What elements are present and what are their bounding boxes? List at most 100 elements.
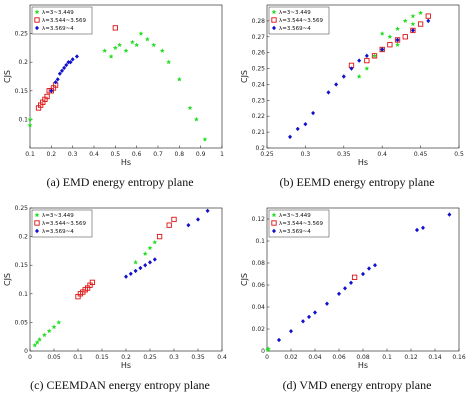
y-tick-label: 0.25 — [15, 205, 29, 212]
marker-star — [123, 48, 129, 53]
marker-square — [34, 17, 40, 23]
y-tick-label: 0.15 — [15, 262, 29, 269]
marker-star — [34, 212, 40, 218]
marker-diamond — [148, 260, 152, 265]
marker-diamond — [128, 271, 133, 276]
marker-square — [371, 53, 378, 59]
marker-diamond — [196, 217, 200, 222]
x-tick-label: 0.9 — [196, 151, 206, 158]
legend-label: λ=3~3.449 — [42, 213, 74, 219]
y-axis-label: CJS — [240, 273, 249, 286]
y-tick-label: 0.25 — [15, 31, 29, 38]
marker-diamond — [307, 314, 311, 320]
marker-diamond — [143, 263, 148, 268]
y-axis-label: CJS — [240, 70, 249, 83]
marker-diamond — [124, 274, 128, 279]
y-axis-label: CJS — [3, 70, 12, 83]
marker-star — [34, 339, 40, 345]
x-tick-label: 0.04 — [308, 354, 322, 361]
x-tick-label: 0.8 — [175, 151, 185, 158]
marker-diamond — [138, 265, 143, 271]
legend-label: λ=3.569~4 — [42, 229, 74, 235]
y-tick-label: 0.1 — [18, 116, 28, 123]
marker-diamond — [57, 71, 62, 76]
marker-star — [27, 116, 33, 122]
marker-star — [402, 18, 408, 23]
marker-star — [102, 48, 108, 53]
marker-diamond — [186, 222, 191, 228]
x-tick-label: 0.12 — [404, 354, 418, 361]
marker-star — [271, 212, 277, 218]
marker-diamond — [272, 228, 276, 234]
marker-diamond — [415, 227, 419, 233]
marker-star — [356, 73, 362, 79]
y-tick-label: 0.2 — [18, 234, 28, 241]
y-tick-label: 0.25 — [252, 66, 266, 73]
y-tick-label: 0.04 — [252, 304, 266, 311]
marker-diamond — [361, 271, 365, 277]
marker-square — [156, 233, 163, 240]
x-tick-label: 0.05 — [47, 354, 61, 361]
marker-diamond — [410, 28, 415, 33]
caption: (a) EMD energy entropy plane — [46, 175, 193, 189]
marker-square — [364, 57, 370, 64]
marker-diamond — [426, 18, 431, 24]
y-tick-label: 0.1 — [18, 291, 28, 298]
y-tick-label: 0 — [24, 348, 28, 355]
marker-diamond — [53, 80, 58, 85]
marker-diamond — [341, 74, 346, 79]
legend-label: λ=3.544~3.569 — [42, 18, 86, 24]
marker-star — [176, 76, 182, 82]
marker-diamond — [62, 65, 67, 71]
marker-square — [112, 25, 118, 31]
y-tick-label: 0.26 — [252, 50, 266, 57]
marker-star — [265, 346, 271, 351]
marker-square — [166, 222, 172, 228]
marker-star — [56, 319, 62, 325]
marker-star — [202, 136, 208, 142]
x-tick-label: 0.35 — [337, 151, 351, 158]
marker-star — [410, 21, 416, 27]
marker-diamond — [447, 212, 452, 217]
marker-diamond — [205, 208, 210, 214]
x-tick-label: 0 — [28, 354, 32, 361]
legend-box — [31, 6, 93, 35]
marker-diamond — [349, 66, 354, 71]
marker-diamond — [70, 57, 75, 62]
x-tick-label: 0.02 — [284, 354, 298, 361]
caption: (c) CEEMDAN energy entropy plane — [30, 378, 210, 392]
marker-star — [117, 42, 123, 48]
marker-star — [271, 9, 277, 15]
x-tick-label: 0.4 — [89, 151, 99, 158]
marker-diamond — [66, 60, 71, 65]
x-axis-label: Hs — [358, 158, 368, 167]
marker-diamond — [35, 25, 39, 31]
marker-diamond — [421, 225, 425, 230]
marker-diamond — [380, 47, 385, 52]
x-tick-label: 0.7 — [153, 151, 163, 158]
marker-square — [34, 220, 40, 226]
marker-diamond — [49, 88, 54, 93]
legend-box — [268, 209, 330, 238]
marker-star — [32, 342, 38, 348]
marker-star — [138, 31, 144, 36]
legend-label: λ=3~3.449 — [279, 213, 311, 219]
marker-square — [425, 13, 431, 19]
marker-star — [395, 26, 401, 31]
y-tick-label: 0.2 — [255, 145, 265, 152]
marker-star — [395, 42, 401, 47]
y-tick-label: 0.28 — [252, 18, 266, 25]
y-tick-label: 0.05 — [15, 319, 29, 326]
y-tick-label: 0.1 — [255, 238, 265, 245]
marker-square — [171, 216, 177, 223]
marker-diamond — [68, 60, 73, 65]
marker-diamond — [289, 329, 293, 334]
legend-label: λ=3.544~3.569 — [279, 221, 323, 227]
marker-diamond — [334, 82, 339, 87]
x-tick-label: 0.2 — [47, 151, 57, 158]
marker-star — [418, 10, 424, 16]
marker-diamond — [395, 37, 400, 43]
x-tick-label: 0.06 — [332, 354, 346, 361]
marker-star — [379, 31, 385, 36]
